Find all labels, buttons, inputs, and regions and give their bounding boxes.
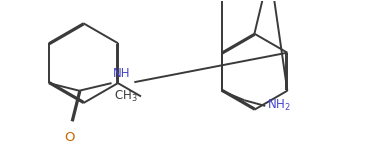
Text: NH$_2$: NH$_2$: [267, 98, 291, 113]
Text: CH$_3$: CH$_3$: [115, 89, 138, 104]
Text: O: O: [64, 131, 75, 144]
Text: NH: NH: [112, 67, 130, 80]
